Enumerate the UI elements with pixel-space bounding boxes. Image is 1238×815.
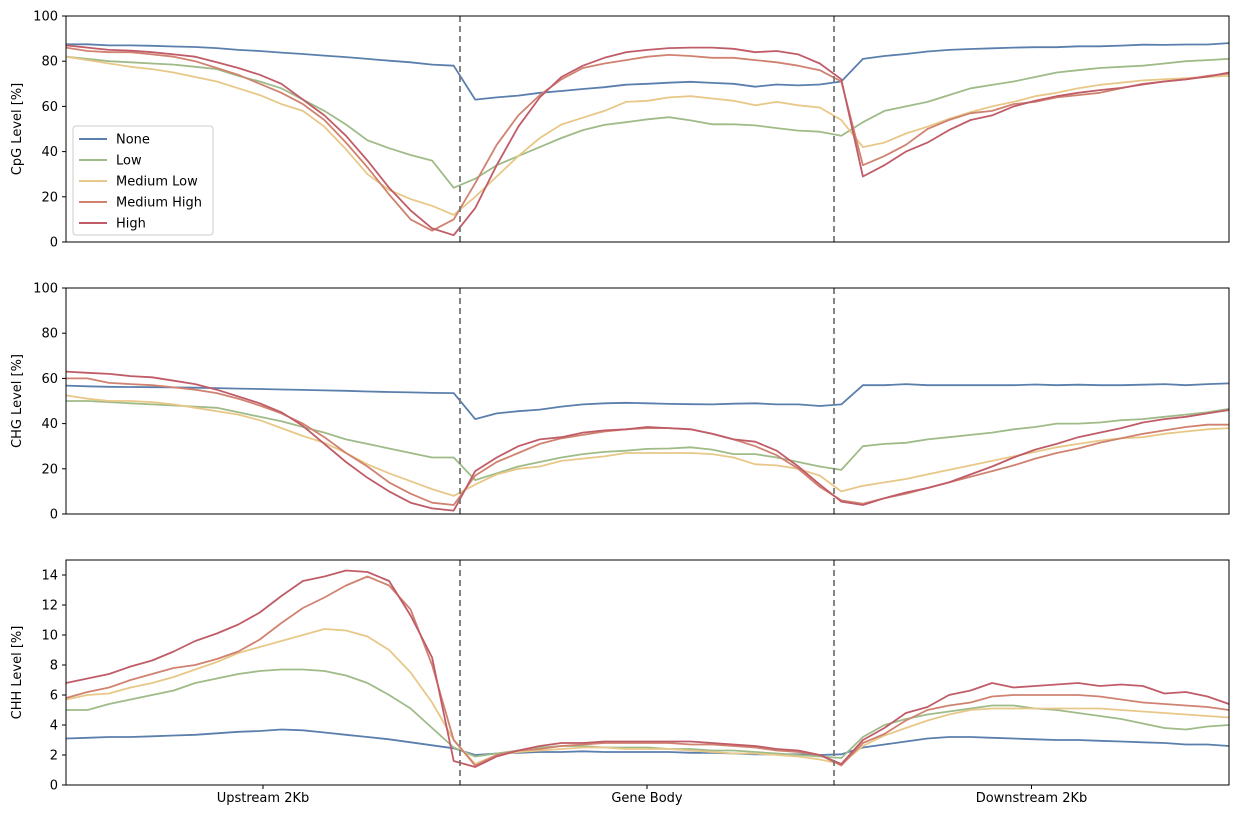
legend-entry-label: Medium Low [116, 175, 198, 190]
panel-3: 0 2 4 6 8 10 12 14 CHH Level [%] [10, 559, 1230, 794]
y-tick-label: 60 [41, 372, 58, 387]
legend-entry-label: High [116, 217, 146, 232]
y-tick-label: 40 [41, 145, 58, 160]
x-region-label: Gene Body [611, 791, 683, 806]
series-line-medium-low [65, 394, 1230, 497]
y-tick-label: 2 [50, 749, 58, 764]
y-tick-label: 6 [50, 689, 58, 704]
y-tick-label: 10 [41, 629, 58, 644]
x-region-label: Upstream 2Kb [217, 791, 310, 806]
x-region-labels: Upstream 2Kb Gene Body Downstream 2Kb [217, 785, 1088, 806]
y-tick-label: 80 [41, 55, 58, 70]
series-line-medium-low [65, 628, 1230, 765]
series-line-high [65, 44, 1230, 237]
y-axis-label: CHH Level [%] [10, 626, 25, 720]
y-tick-label: 20 [41, 462, 58, 477]
series-line-high [65, 569, 1230, 768]
series-line-none [65, 728, 1230, 756]
y-tick-label: 80 [41, 327, 58, 342]
y-tick-label: 4 [50, 719, 58, 734]
y-tick-label: 12 [41, 599, 58, 614]
series-line-medium-high [65, 575, 1230, 767]
series-line-none [65, 382, 1230, 421]
axes-frame [65, 15, 1230, 243]
y-tick-label: 0 [50, 236, 58, 251]
legend-entry-label: Low [116, 154, 142, 169]
y-tick-label: 20 [41, 190, 58, 205]
series-line-low [66, 668, 1230, 759]
y-tick-label: 40 [41, 417, 58, 432]
series-line-medium-high [65, 46, 1230, 232]
legend: None Low Medium Low Medium High High [72, 125, 214, 236]
y-tick-label: 8 [50, 659, 58, 674]
y-tick-label: 0 [50, 508, 58, 523]
y-tick-label: 100 [33, 282, 58, 297]
axes-frame [65, 287, 1230, 515]
series-line-low [65, 55, 1230, 189]
series-line-none [66, 42, 1230, 101]
legend-box [72, 125, 214, 236]
y-axis-label: CpG Level [%] [10, 83, 25, 175]
y-tick-label: 0 [50, 779, 58, 794]
y-axis-label: CHG Level [%] [10, 354, 25, 448]
y-tick-label: 60 [41, 100, 58, 115]
panel-1: 0 20 40 60 80 100 CpG Level [%] [10, 10, 1230, 251]
panel-2: 0 20 40 60 80 100 CHG Level [%] [10, 282, 1230, 523]
legend-entry-label: None [116, 133, 150, 148]
series-line-medium-low [65, 55, 1230, 216]
series-line-low [66, 400, 1230, 482]
y-tick-label: 100 [33, 10, 58, 25]
x-region-label: Downstream 2Kb [976, 791, 1088, 806]
legend-entry-label: Medium High [116, 196, 202, 211]
y-tick-label: 14 [41, 569, 58, 584]
series-line-high [65, 370, 1230, 512]
series-line-medium-high [66, 377, 1229, 506]
